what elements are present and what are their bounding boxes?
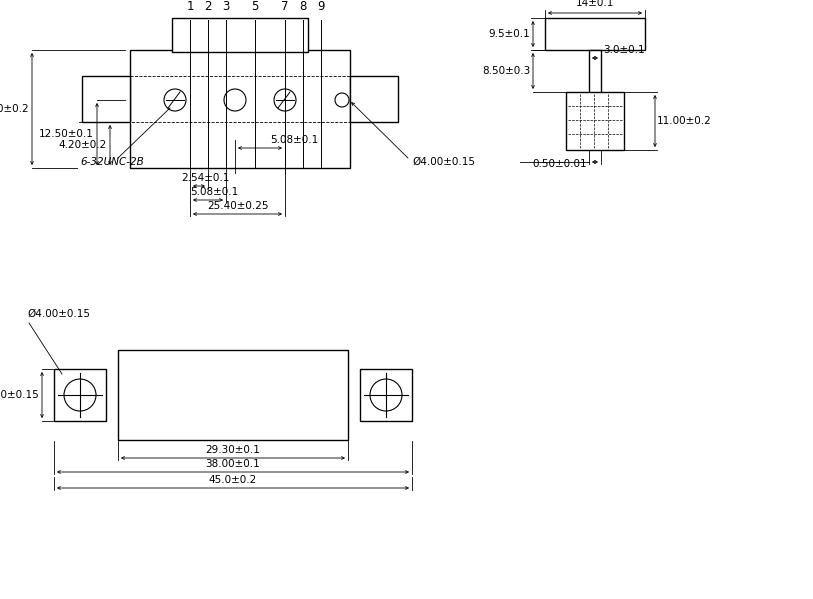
Text: 9: 9	[317, 0, 324, 13]
Text: 12.50±0.1: 12.50±0.1	[39, 129, 94, 139]
Text: 8: 8	[299, 0, 307, 13]
Text: 4.20±0.2: 4.20±0.2	[59, 140, 107, 150]
Text: 7: 7	[281, 0, 289, 13]
Text: 20.00±0.2: 20.00±0.2	[0, 104, 29, 114]
Text: 8.00±0.15: 8.00±0.15	[0, 390, 39, 400]
Bar	[118, 350, 348, 440]
Text: Ø4.00±0.15: Ø4.00±0.15	[27, 309, 90, 319]
Text: 2.54±0.1: 2.54±0.1	[180, 173, 229, 183]
Text: 45.0±0.2: 45.0±0.2	[209, 475, 257, 485]
Bar	[82, 76, 130, 122]
Bar	[130, 76, 350, 122]
Text: 6-32UNC-2B: 6-32UNC-2B	[80, 157, 144, 167]
Text: 0.50±0.01: 0.50±0.01	[533, 159, 587, 169]
Text: 3: 3	[222, 0, 230, 13]
Bar	[545, 18, 645, 50]
Text: 1: 1	[186, 0, 193, 13]
Bar	[360, 369, 412, 421]
Text: 29.30±0.1: 29.30±0.1	[206, 445, 260, 455]
Text: 11.00±0.2: 11.00±0.2	[657, 116, 711, 126]
Text: Ø4.00±0.15: Ø4.00±0.15	[412, 157, 475, 167]
Text: 5.08±0.1: 5.08±0.1	[270, 135, 318, 145]
Text: 2: 2	[204, 0, 211, 13]
Bar	[172, 18, 308, 52]
Bar	[350, 76, 398, 122]
Bar	[589, 50, 601, 100]
Text: 8.50±0.3: 8.50±0.3	[482, 66, 530, 76]
Text: 9.5±0.1: 9.5±0.1	[489, 29, 530, 39]
Text: 38.00±0.1: 38.00±0.1	[206, 459, 260, 469]
Text: 5.08±0.1: 5.08±0.1	[190, 187, 238, 197]
Text: 25.40±0.25: 25.40±0.25	[207, 201, 268, 211]
Text: 5: 5	[251, 0, 259, 13]
Bar	[130, 50, 350, 168]
Bar	[54, 369, 106, 421]
Text: 14±0.1: 14±0.1	[576, 0, 614, 8]
Text: 3.0±0.1: 3.0±0.1	[603, 45, 645, 55]
Bar	[566, 92, 624, 150]
